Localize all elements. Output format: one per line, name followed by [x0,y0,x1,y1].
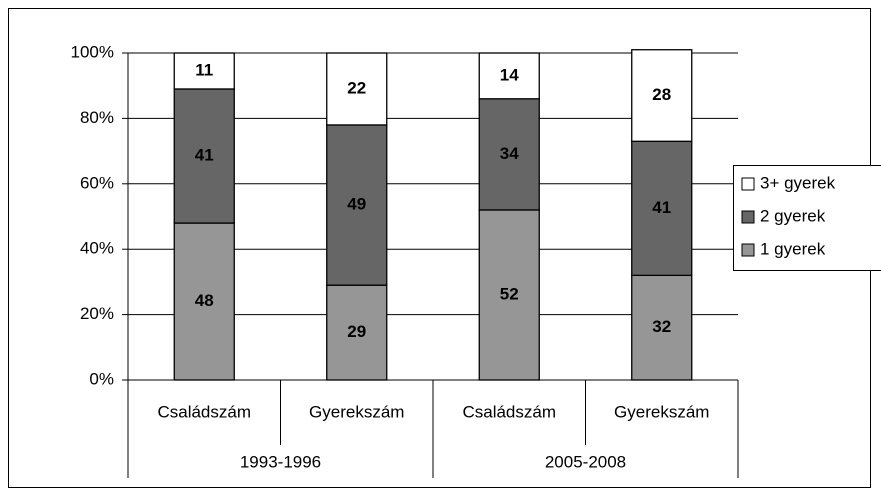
legend-swatch [742,244,754,256]
data-label: 49 [347,195,366,214]
data-label: 11 [195,60,213,79]
legend-label: 3+ gyerek [760,173,836,192]
data-label: 34 [500,144,519,163]
y-tick-label: 60% [80,173,114,192]
data-label: 14 [500,65,519,84]
x-tick-label: Családszám [462,402,556,421]
legend-label: 2 gyerek [760,206,826,225]
y-tick-label: 0% [89,369,114,388]
y-tick-label: 100% [71,42,114,61]
data-label: 29 [347,322,366,341]
group-label: 2005-2008 [545,452,626,471]
data-label: 32 [652,317,671,336]
data-label: 48 [195,291,214,310]
data-label: 41 [195,145,214,164]
x-tick-label: Családszám [157,402,251,421]
group-label: 1993-1996 [240,452,321,471]
data-label: 41 [652,198,671,217]
legend-swatch [742,178,754,190]
y-tick-label: 20% [80,304,114,323]
legend-label: 1 gyerek [760,239,826,258]
data-label: 28 [652,85,671,104]
x-tick-label: Gyerekszám [309,402,404,421]
data-label: 22 [347,78,366,97]
y-tick-label: 80% [80,108,114,127]
data-label: 52 [500,284,519,303]
legend-swatch [742,211,754,223]
y-tick-label: 40% [80,239,114,258]
x-tick-label: Gyerekszám [614,402,709,421]
